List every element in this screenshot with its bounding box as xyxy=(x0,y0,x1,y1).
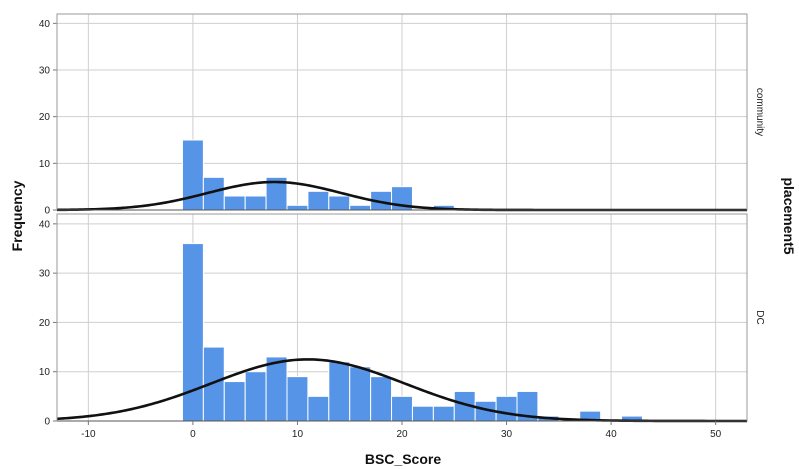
y-tick-label: 10 xyxy=(39,367,51,378)
x-tick-label: 0 xyxy=(190,429,196,440)
y-axis-title: Frequency xyxy=(9,180,25,251)
histogram-bar xyxy=(244,371,267,422)
y-tick-label: 20 xyxy=(39,318,51,329)
y-tick-label: 0 xyxy=(44,206,50,217)
histogram-bar xyxy=(349,204,372,211)
panels-group: 0 10 20 30 40 community 0 10 20 30 40 DC xyxy=(39,13,765,428)
x-tick-label: 30 xyxy=(501,429,513,440)
panel-DC: 0 10 20 30 40 DC xyxy=(39,213,765,428)
x-axis: -10 0 10 20 30 40 50 xyxy=(81,421,722,440)
histogram-bar xyxy=(391,395,413,422)
histogram-bar xyxy=(370,376,393,422)
histogram-bar xyxy=(307,395,330,422)
x-axis-title: BSC_Score xyxy=(365,451,441,467)
panel-label: community xyxy=(754,88,765,136)
histogram-bar xyxy=(495,395,518,422)
histogram-bar xyxy=(286,204,309,211)
x-tick-label: 50 xyxy=(710,429,722,440)
y-tick-label: 0 xyxy=(44,417,50,428)
y-tick-label: 10 xyxy=(39,159,51,170)
histogram-bar xyxy=(328,361,351,422)
histogram-bar xyxy=(432,405,455,422)
panel-community: 0 10 20 30 40 community xyxy=(39,13,765,217)
histogram-bar xyxy=(223,195,246,211)
histogram-bar xyxy=(349,366,372,422)
y-tick-label: 30 xyxy=(39,66,51,77)
histogram-bar xyxy=(411,405,434,422)
y-tick-label: 30 xyxy=(39,269,51,280)
x-tick-label: 40 xyxy=(606,429,618,440)
facet-title: placement5 xyxy=(781,177,797,254)
panel-label: DC xyxy=(754,310,765,324)
histogram-bar xyxy=(223,381,246,422)
x-tick-label: 20 xyxy=(396,429,408,440)
y-tick-label: 20 xyxy=(39,112,51,123)
x-tick-label: -10 xyxy=(81,429,96,440)
histogram-bar xyxy=(328,195,351,211)
y-tick-label: 40 xyxy=(39,19,51,30)
y-tick-label: 40 xyxy=(39,219,51,230)
histogram-bar xyxy=(307,190,330,211)
x-tick-label: 10 xyxy=(292,429,304,440)
histogram-bar xyxy=(244,195,267,211)
histogram-bar xyxy=(286,376,309,422)
histogram-bar xyxy=(265,356,288,422)
